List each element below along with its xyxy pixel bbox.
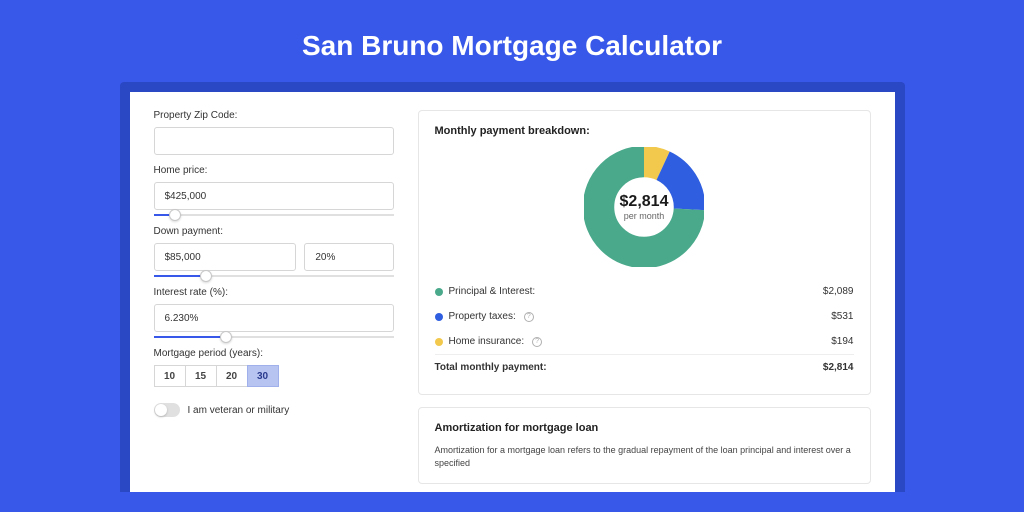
- interest-rate-slider[interactable]: [154, 336, 394, 338]
- period-options: 10152030: [154, 365, 394, 387]
- legend-dot-icon: [435, 288, 443, 296]
- total-value: $2,814: [823, 362, 854, 373]
- veteran-label: I am veteran or military: [188, 405, 290, 416]
- donut-center: $2,814 per month: [584, 147, 704, 267]
- inputs-panel: Property Zip Code: Home price: Down paym…: [154, 110, 394, 474]
- legend-row: Principal & Interest: $2,089: [435, 279, 854, 304]
- app-content: Property Zip Code: Home price: Down paym…: [130, 92, 895, 492]
- legend-value: $194: [831, 336, 853, 347]
- amortization-title: Amortization for mortgage loan: [435, 422, 854, 434]
- home-price-group: Home price:: [154, 165, 394, 216]
- down-payment-group: Down payment:: [154, 226, 394, 277]
- breakdown-title: Monthly payment breakdown:: [435, 125, 854, 137]
- results-panel: Monthly payment breakdown: $2,814 per mo…: [418, 110, 871, 474]
- down-payment-amount-input[interactable]: [154, 243, 297, 271]
- legend-row: Home insurance:? $194: [435, 329, 854, 354]
- down-payment-label: Down payment:: [154, 226, 394, 237]
- zip-group: Property Zip Code:: [154, 110, 394, 155]
- period-option-15[interactable]: 15: [185, 365, 217, 387]
- interest-rate-slider-thumb[interactable]: [220, 331, 232, 343]
- payment-donut: $2,814 per month: [584, 147, 704, 267]
- down-payment-slider[interactable]: [154, 275, 394, 277]
- period-option-20[interactable]: 20: [216, 365, 248, 387]
- interest-rate-slider-fill: [154, 336, 226, 338]
- period-option-10[interactable]: 10: [154, 365, 186, 387]
- interest-rate-input[interactable]: [154, 304, 394, 332]
- period-option-30[interactable]: 30: [247, 365, 279, 387]
- home-price-slider-thumb[interactable]: [169, 209, 181, 221]
- veteran-toggle[interactable]: [154, 403, 180, 417]
- zip-input[interactable]: [154, 127, 394, 155]
- home-price-input[interactable]: [154, 182, 394, 210]
- interest-rate-group: Interest rate (%):: [154, 287, 394, 338]
- legend-dot-icon: [435, 338, 443, 346]
- interest-rate-label: Interest rate (%):: [154, 287, 394, 298]
- donut-wrap: $2,814 per month: [435, 147, 854, 267]
- breakdown-card: Monthly payment breakdown: $2,814 per mo…: [418, 110, 871, 395]
- legend-value: $2,089: [823, 286, 854, 297]
- info-icon[interactable]: ?: [532, 337, 542, 347]
- down-payment-slider-fill: [154, 275, 207, 277]
- donut-sub: per month: [624, 211, 665, 221]
- total-label: Total monthly payment:: [435, 362, 547, 373]
- page-title: San Bruno Mortgage Calculator: [0, 0, 1024, 82]
- legend-label: Principal & Interest:: [449, 286, 536, 297]
- total-row: Total monthly payment: $2,814: [435, 354, 854, 380]
- legend-value: $531: [831, 311, 853, 322]
- veteran-row: I am veteran or military: [154, 403, 394, 417]
- legend-list: Principal & Interest: $2,089 Property taxe…: [435, 279, 854, 354]
- amortization-text: Amortization for a mortgage loan refers …: [435, 444, 854, 469]
- zip-label: Property Zip Code:: [154, 110, 394, 121]
- amortization-card: Amortization for mortgage loan Amortizat…: [418, 407, 871, 484]
- home-price-label: Home price:: [154, 165, 394, 176]
- period-group: Mortgage period (years): 10152030: [154, 348, 394, 387]
- info-icon[interactable]: ?: [524, 312, 534, 322]
- home-price-slider[interactable]: [154, 214, 394, 216]
- app-window: Property Zip Code: Home price: Down paym…: [120, 82, 905, 492]
- donut-value: $2,814: [620, 193, 669, 211]
- down-payment-slider-thumb[interactable]: [200, 270, 212, 282]
- legend-dot-icon: [435, 313, 443, 321]
- legend-row: Property taxes:? $531: [435, 304, 854, 329]
- legend-label: Home insurance:: [449, 336, 525, 347]
- legend-label: Property taxes:: [449, 311, 516, 322]
- down-payment-pct-input[interactable]: [304, 243, 393, 271]
- period-label: Mortgage period (years):: [154, 348, 394, 359]
- veteran-toggle-knob: [155, 404, 167, 416]
